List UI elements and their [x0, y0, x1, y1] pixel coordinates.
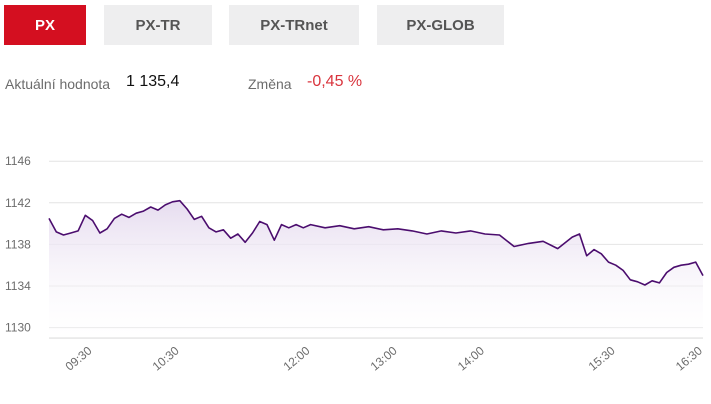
tab-px-glob[interactable]: PX-GLOB [377, 5, 504, 45]
series-line [48, 199, 704, 286]
index-tabs: PX PX-TR PX-TRnet PX-GLOB [4, 5, 524, 45]
change-label: Změna [248, 76, 292, 92]
tab-px-trnet[interactable]: PX-TRnet [229, 5, 359, 45]
y-tick-label: 1138 [5, 237, 31, 251]
x-tick-label: 09:30 [63, 343, 95, 373]
x-tick-label: 10:30 [150, 343, 182, 373]
x-tick-label: 13:00 [368, 343, 400, 373]
index-summary: Aktuální hodnota 1 135,4 Změna -0,45 % [5, 73, 705, 95]
tab-px[interactable]: PX [4, 5, 86, 45]
current-value: 1 135,4 [126, 73, 180, 90]
x-tick-label: 12:00 [281, 343, 313, 373]
current-value-label: Aktuální hodnota [5, 76, 111, 92]
y-tick-label: 1130 [5, 321, 31, 335]
tab-px-tr[interactable]: PX-TR [104, 5, 212, 45]
y-tick-label: 1134 [5, 279, 31, 293]
x-tick-label: 15:30 [586, 343, 618, 373]
series-area [49, 200, 703, 338]
x-tick-label: 14:00 [455, 343, 487, 373]
intraday-chart[interactable]: 1130 1134 1138 1142 1146 09:30 10:30 12:00 13:00… [0, 120, 711, 404]
y-tick-label: 1146 [5, 154, 31, 168]
x-tick-label: 16:30 [673, 343, 705, 373]
y-tick-label: 1142 [5, 196, 31, 210]
change-value: -0,45 % [307, 73, 363, 90]
